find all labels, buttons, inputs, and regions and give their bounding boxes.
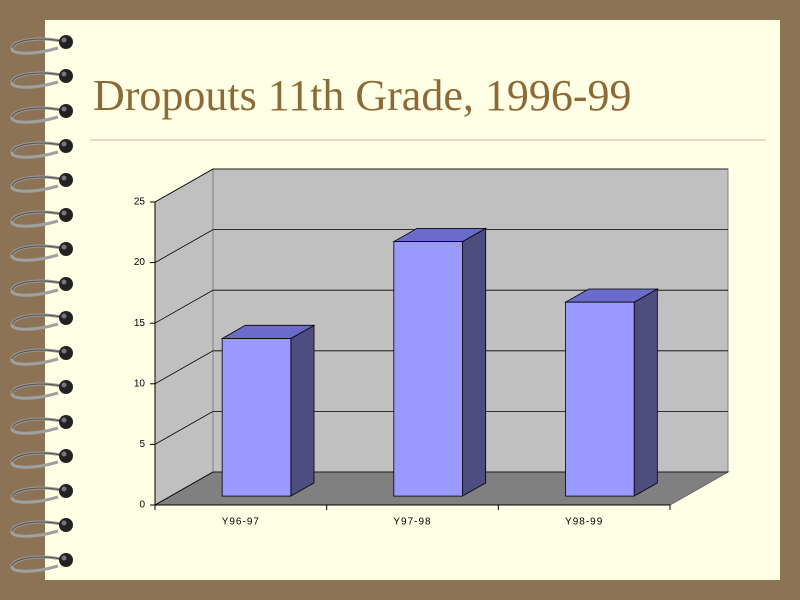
bar-side [633, 288, 658, 497]
y-tick-label: 15 [134, 318, 146, 329]
y-tick-label: 25 [134, 197, 146, 208]
y-tick-label: 5 [139, 439, 145, 450]
x-tick-label: Y97-98 [393, 517, 431, 528]
bar [565, 301, 635, 497]
grid-line [154, 471, 728, 506]
bar-side [462, 227, 487, 497]
bar [393, 241, 463, 497]
y-tick-label: 10 [134, 378, 146, 389]
grid-line [154, 289, 728, 324]
x-tick-label: Y98-99 [565, 517, 603, 528]
bar-side [290, 324, 315, 497]
grid-line [154, 229, 728, 263]
x-tick-label: Y96-97 [222, 517, 260, 528]
grid-line [154, 410, 728, 445]
grid-line [154, 350, 728, 385]
side-wall [154, 168, 214, 506]
bar [221, 338, 292, 497]
grid-line [154, 168, 728, 203]
y-tick-label: 20 [134, 257, 146, 268]
chart: 0 5 10 15 20 25 Y96-97 Y97-98 Y98-99 [134, 168, 730, 528]
y-tick-label: 0 [139, 500, 145, 511]
slide-title: Dropouts 11th Grade, 1996-99 [93, 71, 632, 120]
